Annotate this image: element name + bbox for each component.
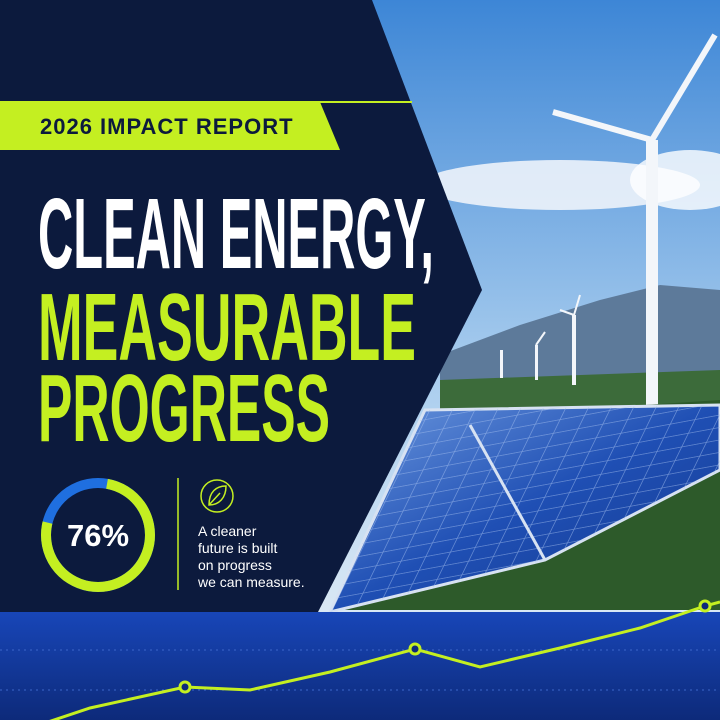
tagline: we can measure. [197, 574, 305, 590]
donut-arc [41, 478, 155, 592]
headline: MEASURABLE [38, 274, 416, 381]
badge-bg [0, 102, 340, 150]
band-grid [0, 649, 720, 691]
stat-label: 76% [67, 518, 129, 553]
headline: PROGRESS [38, 355, 330, 462]
badge: 2026 IMPACT REPORT [40, 114, 294, 139]
tagline: on progress [198, 557, 272, 573]
tagline: A cleaner [198, 523, 257, 539]
headline: CLEAN ENERGY, [38, 178, 434, 290]
photo [300, 0, 720, 620]
leaf-icon [200, 479, 234, 513]
navy-panel [0, 0, 482, 612]
trend-dots [178, 599, 712, 694]
tagline: future is built [198, 540, 277, 556]
